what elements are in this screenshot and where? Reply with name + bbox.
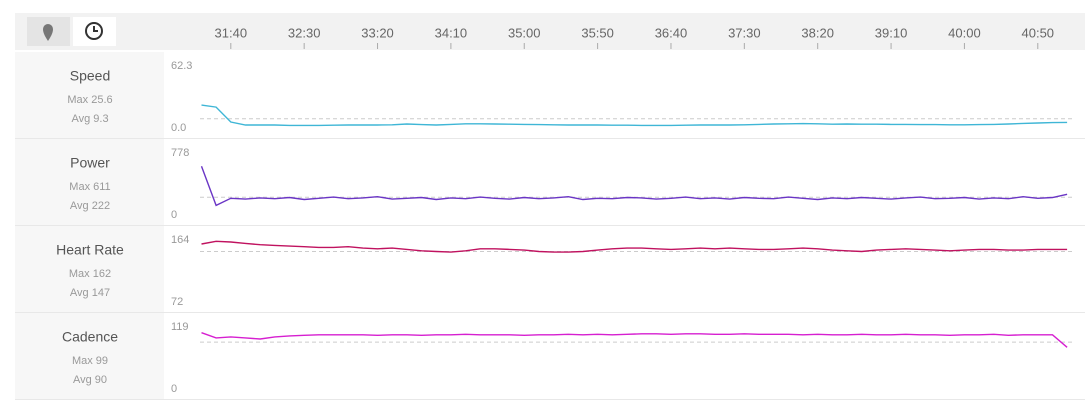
x-tick-label: 40:50 <box>1022 25 1055 40</box>
plot-panel <box>165 226 1085 312</box>
max-value: 611 <box>93 181 111 193</box>
label-panel <box>15 313 164 399</box>
avg-value: 90 <box>95 374 107 386</box>
metric-title: Heart Rate <box>56 242 124 258</box>
max-value: 25.6 <box>91 94 112 106</box>
pin-icon <box>43 24 53 41</box>
x-tick-label: 32:30 <box>288 25 321 40</box>
max-value: 162 <box>93 268 111 280</box>
metric-avg: Avg 9.3 <box>71 113 108 125</box>
x-tick-label: 37:30 <box>728 25 761 40</box>
y-tick-label: 0.0 <box>171 122 186 134</box>
y-tick-label: 164 <box>171 234 189 246</box>
avg-label: Avg <box>71 113 90 125</box>
x-tick-label: 35:50 <box>581 25 614 40</box>
metric-avg: Avg 222 <box>70 200 110 212</box>
metric-line <box>201 104 1068 127</box>
metric-title: Power <box>70 155 110 171</box>
y-tick-label: 0 <box>171 209 177 221</box>
label-panel <box>15 52 164 138</box>
x-tick-label: 36:40 <box>655 25 688 40</box>
metric-line <box>200 166 1068 207</box>
clock-hands <box>93 26 98 32</box>
x-tick-label: 34:10 <box>435 25 468 40</box>
metric-max: Max 25.6 <box>67 94 112 106</box>
clock-icon <box>85 22 103 40</box>
plot-panel <box>165 313 1085 399</box>
header-bar <box>15 13 1085 50</box>
x-tick-label: 35:00 <box>508 25 541 40</box>
metric-title: Cadence <box>62 329 118 345</box>
avg-label: Avg <box>73 374 92 386</box>
metric-max: Max 99 <box>72 355 108 367</box>
metric-line <box>201 240 1068 253</box>
label-panel <box>15 226 164 312</box>
x-tick-label: 38:20 <box>801 25 834 40</box>
max-label: Max <box>67 94 88 106</box>
avg-label: Avg <box>70 200 89 212</box>
y-tick-label: 119 <box>171 321 189 333</box>
plot-panel <box>165 139 1085 225</box>
y-tick-label: 778 <box>171 147 189 159</box>
x-tick-label: 40:00 <box>948 25 981 40</box>
avg-label: Avg <box>70 287 89 299</box>
avg-value: 147 <box>92 287 110 299</box>
max-label: Max <box>72 355 93 367</box>
y-tick-label: 62.3 <box>171 60 192 72</box>
metric-max: Max 162 <box>69 268 111 280</box>
max-label: Max <box>69 181 90 193</box>
max-value: 99 <box>96 355 108 367</box>
avg-value: 9.3 <box>93 113 108 125</box>
y-tick-label: 72 <box>171 296 183 308</box>
metric-avg: Avg 90 <box>73 374 107 386</box>
label-panel <box>15 139 164 225</box>
metric-max: Max 611 <box>69 181 110 193</box>
avg-value: 222 <box>92 200 110 212</box>
x-tick-label: 39:10 <box>875 25 908 40</box>
y-tick-label: 0 <box>171 383 177 395</box>
max-label: Max <box>69 268 90 280</box>
metric-line <box>201 332 1068 348</box>
metric-title: Speed <box>70 68 110 84</box>
plot-panel <box>165 52 1085 138</box>
x-tick-label: 33:20 <box>361 25 394 40</box>
metric-avg: Avg 147 <box>70 287 110 299</box>
x-tick-label: 31:40 <box>215 25 248 40</box>
